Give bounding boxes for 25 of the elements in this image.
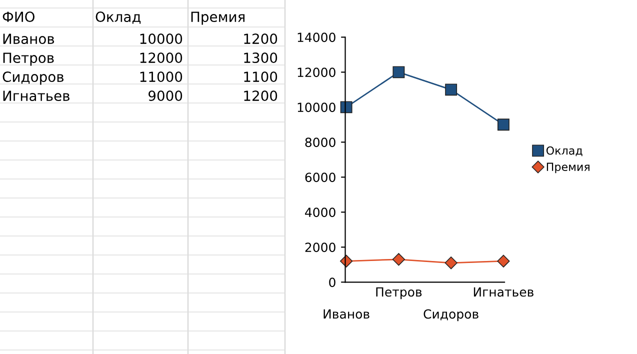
text: 1200 [244, 90, 278, 102]
y-tick-label: 4000 [305, 208, 336, 218]
legend-label: Премия [546, 162, 590, 174]
text: 1200 [244, 34, 278, 44]
y-tick-label: 12000 [298, 68, 336, 78]
text: 12000 [140, 52, 182, 64]
y-tick-label: 6000 [305, 172, 336, 182]
text: 1300 [244, 52, 278, 64]
category-label: Петров [3, 52, 54, 66]
text: 10000 [140, 34, 182, 44]
legend-label: Оклад [546, 146, 582, 156]
text: 9000 [148, 90, 182, 102]
category-label: Иванов [3, 34, 54, 44]
category-label: Игнатьев [3, 90, 70, 102]
y-tick-label: 2000 [305, 242, 336, 252]
y-tick-label: 8000 [305, 138, 336, 148]
text: Премия [191, 12, 244, 25]
y-tick-label: 10000 [298, 102, 336, 112]
text: ФИО [2, 12, 34, 22]
y-tick-label: 0 [329, 278, 336, 288]
category-label: Сидоров [2, 72, 64, 85]
text: 11000 [140, 72, 182, 82]
text: 1100 [244, 72, 278, 82]
y-tick-label: 14000 [298, 32, 336, 42]
text: Оклад [96, 12, 141, 24]
